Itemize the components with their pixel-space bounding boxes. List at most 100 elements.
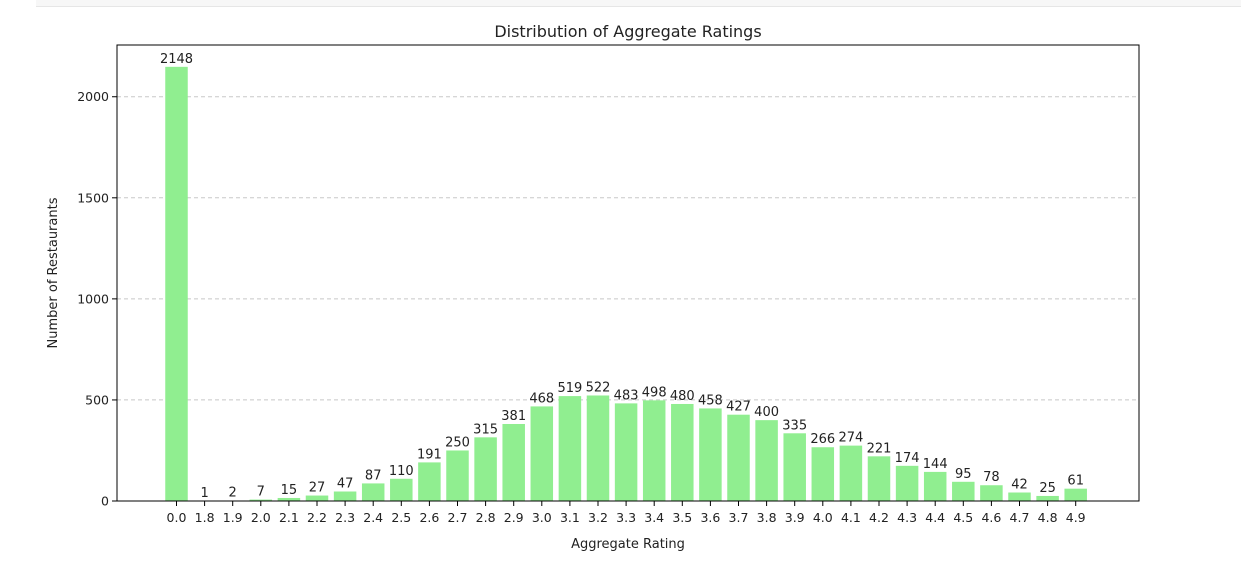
y-axis-label: Number of Restaurants <box>46 197 61 348</box>
value-label-4.6: 78 <box>983 470 1000 485</box>
chart-title: Distribution of Aggregate Ratings <box>494 22 761 41</box>
x-tick-label-2.9: 2.9 <box>504 510 524 525</box>
bar-2.5 <box>390 478 413 501</box>
bar-3.8 <box>755 420 778 501</box>
value-label-4.9: 61 <box>1067 474 1084 489</box>
x-tick-label-2.5: 2.5 <box>391 510 411 525</box>
x-tick-label-4.3: 4.3 <box>897 510 917 525</box>
y-tick-label: 1000 <box>77 291 109 306</box>
value-label-4.1: 274 <box>838 431 863 446</box>
value-label-4.2: 221 <box>867 441 892 456</box>
value-label-3.0: 468 <box>529 391 554 406</box>
x-tick-label-0.0: 0.0 <box>167 510 187 525</box>
x-tick-label-2.4: 2.4 <box>363 510 383 525</box>
value-label-2.0: 7 <box>257 485 265 500</box>
value-label-2.1: 15 <box>281 483 298 498</box>
value-label-3.8: 400 <box>754 405 779 420</box>
x-axis-ticks: 0.0 1.8 1.9 2.0 2.1 2.2 2.3 2.4 2.5 2.6 2.7 2.8 2.9 3… <box>167 501 1086 525</box>
value-label-2.8: 315 <box>473 422 498 437</box>
bar-4.4 <box>923 471 947 501</box>
bar-2.4 <box>361 483 385 501</box>
bar-2.6 <box>418 462 441 501</box>
x-axis-label: Aggregate Rating <box>571 537 685 552</box>
bar-4.1 <box>839 445 863 501</box>
bar-4.6 <box>980 485 1003 501</box>
x-tick-label-3.2: 3.2 <box>588 510 608 525</box>
bar-2.7 <box>446 450 469 501</box>
bar-3.9 <box>783 433 806 501</box>
x-tick-label-3.8: 3.8 <box>757 510 777 525</box>
bar-2.8 <box>474 437 497 501</box>
bar-3.5 <box>671 403 694 501</box>
x-tick-label-4.5: 4.5 <box>953 510 973 525</box>
x-tick-label-3.6: 3.6 <box>700 510 720 525</box>
value-label-3.5: 480 <box>670 389 695 404</box>
bar-3.1 <box>558 396 582 501</box>
bar-3.4 <box>642 400 666 501</box>
value-label-0.0: 2148 <box>160 52 193 67</box>
bar-4.0 <box>811 447 835 501</box>
x-tick-label-2.0: 2.0 <box>251 510 271 525</box>
x-tick-label-3.7: 3.7 <box>729 510 749 525</box>
x-tick-label-1.8: 1.8 <box>195 510 215 525</box>
bar-3.0 <box>530 406 554 501</box>
x-tick-label-3.4: 3.4 <box>644 510 664 525</box>
x-tick-label-4.2: 4.2 <box>869 510 889 525</box>
bar-4.2 <box>867 456 891 501</box>
y-axis-ticks: 0 500 1000 1500 2000 <box>77 89 117 509</box>
x-tick-label-4.4: 4.4 <box>925 510 945 525</box>
bar-4.5 <box>952 481 975 501</box>
value-label-3.4: 498 <box>642 385 667 400</box>
x-tick-label-3.5: 3.5 <box>672 510 692 525</box>
value-label-3.2: 522 <box>586 380 611 395</box>
value-label-3.3: 483 <box>614 388 639 403</box>
x-tick-label-2.6: 2.6 <box>419 510 439 525</box>
value-label-4.4: 144 <box>923 457 948 472</box>
x-tick-label-2.1: 2.1 <box>279 510 299 525</box>
bar-4.3 <box>895 465 919 501</box>
x-tick-label-3.3: 3.3 <box>616 510 636 525</box>
value-label-3.7: 427 <box>726 400 751 415</box>
bar-4.7 <box>1008 492 1031 501</box>
x-tick-label-2.7: 2.7 <box>448 510 468 525</box>
value-label-3.9: 335 <box>782 418 807 433</box>
value-label-2.5: 110 <box>389 464 414 479</box>
value-label-4.8: 25 <box>1039 481 1056 496</box>
value-label-2.3: 47 <box>337 477 354 492</box>
value-label-4.5: 95 <box>955 467 972 482</box>
bar-4.9 <box>1064 488 1087 501</box>
value-label-2.2: 27 <box>309 481 326 496</box>
value-label-2.6: 191 <box>417 447 442 462</box>
x-tick-label-4.6: 4.6 <box>981 510 1001 525</box>
x-tick-label-4.8: 4.8 <box>1038 510 1058 525</box>
x-tick-label-3.0: 3.0 <box>532 510 552 525</box>
x-tick-label-4.9: 4.9 <box>1066 510 1086 525</box>
value-label-2.4: 87 <box>365 468 382 483</box>
plot-frame <box>116 44 1140 502</box>
value-label-4.7: 42 <box>1011 478 1028 493</box>
bar-2.1 <box>277 497 301 501</box>
bar-0.0 <box>165 66 188 502</box>
x-tick-label-4.1: 4.1 <box>841 510 861 525</box>
x-tick-label-4.0: 4.0 <box>813 510 833 525</box>
x-tick-label-1.9: 1.9 <box>223 510 243 525</box>
bar-2.0 <box>249 499 273 501</box>
bar-3.6 <box>699 408 722 501</box>
value-label-4.3: 174 <box>895 451 920 466</box>
y-tick-label: 1500 <box>77 190 109 205</box>
x-tick-label-3.1: 3.1 <box>560 510 580 525</box>
bar-3.7 <box>727 414 750 501</box>
x-tick-label-2.2: 2.2 <box>307 510 327 525</box>
value-label-2.9: 381 <box>501 409 526 424</box>
y-tick-label: 0 <box>101 494 109 509</box>
bars <box>165 66 1087 502</box>
value-label-1.9: 2 <box>229 486 237 501</box>
value-label-4.0: 266 <box>810 432 835 447</box>
y-tick-label: 2000 <box>77 89 109 104</box>
bar-2.2 <box>305 495 329 501</box>
value-label-1.8: 1 <box>200 486 208 501</box>
value-label-3.1: 519 <box>557 381 582 396</box>
x-tick-label-4.7: 4.7 <box>1010 510 1030 525</box>
